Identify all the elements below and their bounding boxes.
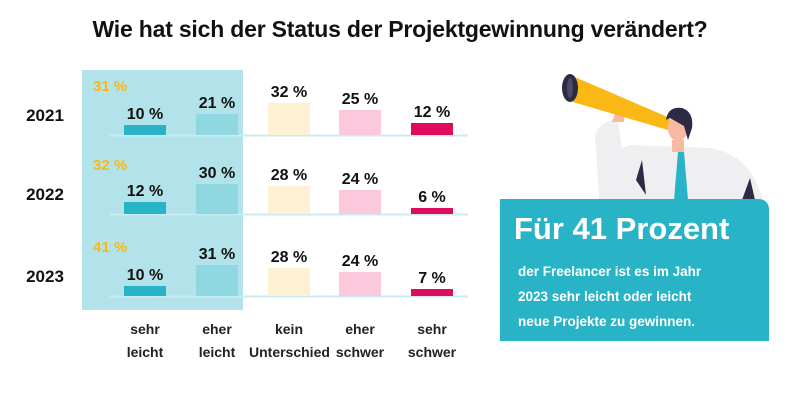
category-label-line: Unterschied <box>249 344 330 360</box>
category-label: sehr schwer <box>392 318 472 364</box>
category-label-line: schwer <box>335 344 385 360</box>
leicht-sum-label: 41 % <box>93 239 127 256</box>
value-label: 30 % <box>199 165 235 182</box>
bar-eher_leicht <box>196 265 238 296</box>
bar-kein_unterschied <box>268 186 310 214</box>
bar-eher_leicht <box>196 184 238 214</box>
leicht-sum-label: 32 % <box>93 157 127 174</box>
value-label: 28 % <box>271 249 307 266</box>
value-label: 10 % <box>127 267 163 284</box>
category-label: eher schwer <box>320 318 400 364</box>
raised-arm <box>595 120 622 210</box>
bar-sehr_schwer <box>411 123 453 135</box>
bar-sehr_schwer <box>411 208 453 214</box>
bar-eher_schwer <box>339 272 381 296</box>
value-label: 31 % <box>199 246 235 263</box>
tie <box>674 152 688 200</box>
value-label: 25 % <box>342 91 378 108</box>
callout-line: 2023 sehr leicht oder leicht <box>518 289 692 304</box>
value-label: 32 % <box>271 84 307 101</box>
category-label-line: eher <box>202 321 232 337</box>
year-label: 2022 <box>26 185 64 204</box>
bar-sehr_leicht <box>124 202 166 214</box>
bar-eher_schwer <box>339 110 381 135</box>
callout-line: neue Projekte zu gewinnen. <box>518 314 696 329</box>
bar-eher_schwer <box>339 190 381 214</box>
category-label-line: eher <box>345 321 375 337</box>
category-label-line: leicht <box>198 344 236 360</box>
category-label: kein Unterschied <box>249 318 330 364</box>
bar-kein_unterschied <box>268 103 310 135</box>
category-label-line: schwer <box>407 344 457 360</box>
leicht-sum-label: 31 % <box>93 78 127 95</box>
bar-kein_unterschied <box>268 268 310 296</box>
category-label-line: sehr <box>417 321 447 337</box>
category-label-line: leicht <box>126 344 164 360</box>
category-label-line: kein <box>274 321 303 337</box>
telescope-body <box>566 75 670 130</box>
category-label: sehr leicht <box>105 318 185 364</box>
category-label: eher leicht <box>177 318 257 364</box>
value-label: 24 % <box>342 253 378 270</box>
man-with-telescope-illustration <box>562 74 765 210</box>
bar-sehr_leicht <box>124 286 166 296</box>
year-label: 2021 <box>26 106 64 125</box>
callout-text: der Freelancer ist es im Jahr 2023 sehr … <box>518 259 701 334</box>
bar-sehr_schwer <box>411 289 453 296</box>
callout-box: Für 41 Prozent der Freelancer ist es im … <box>500 199 769 341</box>
callout-line: der Freelancer ist es im Jahr <box>518 264 702 279</box>
value-label: 6 % <box>418 189 446 206</box>
value-label: 28 % <box>271 167 307 184</box>
callout-headline: Für 41 Prozent <box>514 211 730 246</box>
value-label: 7 % <box>418 270 446 287</box>
bar-eher_leicht <box>196 114 238 135</box>
value-label: 21 % <box>199 95 235 112</box>
chart-title: Wie hat sich der Status der Projektgewin… <box>92 16 708 42</box>
neck <box>672 140 684 152</box>
year-label: 2023 <box>26 267 64 286</box>
category-label-line: sehr <box>130 321 160 337</box>
value-label: 12 % <box>414 104 450 121</box>
value-label: 10 % <box>127 106 163 123</box>
value-label: 12 % <box>127 183 163 200</box>
value-label: 24 % <box>342 171 378 188</box>
hair <box>666 107 693 140</box>
bar-sehr_leicht <box>124 125 166 135</box>
